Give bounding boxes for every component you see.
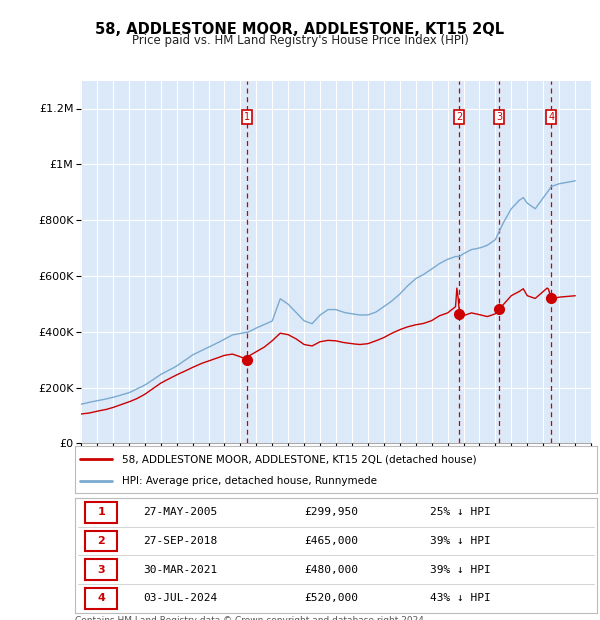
Text: 27-MAY-2005: 27-MAY-2005 [143,507,217,517]
Text: 4: 4 [97,593,105,603]
Text: £480,000: £480,000 [305,565,359,575]
FancyBboxPatch shape [85,502,117,523]
Bar [551,81,591,443]
Bar [551,81,591,443]
Text: 30-MAR-2021: 30-MAR-2021 [143,565,217,575]
Text: £299,950: £299,950 [305,507,359,517]
Text: Price paid vs. HM Land Registry's House Price Index (HPI): Price paid vs. HM Land Registry's House … [131,34,469,47]
Text: 4: 4 [548,112,554,122]
Text: 58, ADDLESTONE MOOR, ADDLESTONE, KT15 2QL: 58, ADDLESTONE MOOR, ADDLESTONE, KT15 2Q… [95,22,505,37]
Text: 1: 1 [244,112,250,122]
Text: £465,000: £465,000 [305,536,359,546]
Text: 25% ↓ HPI: 25% ↓ HPI [430,507,491,517]
Text: 58, ADDLESTONE MOOR, ADDLESTONE, KT15 2QL (detached house): 58, ADDLESTONE MOOR, ADDLESTONE, KT15 2Q… [122,454,476,464]
Text: 2: 2 [456,112,463,122]
Text: 03-JUL-2024: 03-JUL-2024 [143,593,217,603]
Text: 2: 2 [97,536,105,546]
FancyBboxPatch shape [85,559,117,580]
Text: 43% ↓ HPI: 43% ↓ HPI [430,593,491,603]
Text: 39% ↓ HPI: 39% ↓ HPI [430,565,491,575]
Text: £520,000: £520,000 [305,593,359,603]
Text: Contains HM Land Registry data © Crown copyright and database right 2024.
This d: Contains HM Land Registry data © Crown c… [75,616,427,620]
Text: 3: 3 [97,565,105,575]
Text: 27-SEP-2018: 27-SEP-2018 [143,536,217,546]
FancyBboxPatch shape [85,531,117,551]
FancyBboxPatch shape [85,588,117,609]
Text: 3: 3 [496,112,502,122]
Text: 39% ↓ HPI: 39% ↓ HPI [430,536,491,546]
Text: 1: 1 [97,507,105,517]
Text: HPI: Average price, detached house, Runnymede: HPI: Average price, detached house, Runn… [122,476,377,486]
